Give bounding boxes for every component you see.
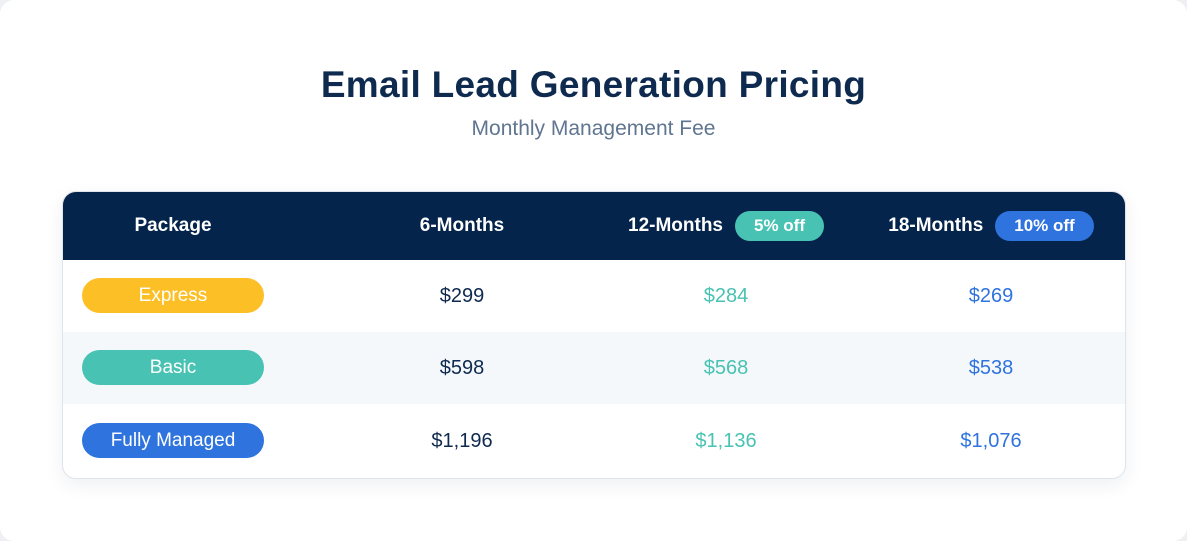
table-row-fully-managed: Fully Managed $1,196 $1,136 $1,076: [63, 405, 1125, 477]
price-6-months: $598: [439, 356, 485, 379]
column-header-12-months: 12-Months 5% off: [596, 192, 856, 260]
page-title: Email Lead Generation Pricing: [320, 64, 867, 105]
discount-badge-10: 10% off: [995, 211, 1094, 241]
price-18-months: $1,076: [960, 429, 1022, 452]
table-row-basic: Basic $598 $568 $538: [63, 332, 1125, 404]
package-badge-basic: Basic: [82, 350, 264, 385]
column-header-6-months: 6-Months: [362, 192, 562, 260]
column-header-18-months: 18-Months 10% off: [861, 192, 1121, 260]
price-12-months: $568: [703, 356, 749, 379]
discount-badge-5: 5% off: [735, 211, 824, 241]
table-header: Package 6-Months 12-Months 5% off 18-Mon…: [63, 192, 1125, 260]
package-badge-express: Express: [82, 278, 264, 313]
price-18-months: $538: [968, 356, 1014, 379]
column-header-package: Package: [83, 192, 263, 260]
table-row-express: Express $299 $284 $269: [63, 260, 1125, 332]
pricing-table: Package 6-Months 12-Months 5% off 18-Mon…: [62, 191, 1126, 479]
price-18-months: $269: [968, 284, 1014, 307]
column-header-label: 18-Months: [888, 215, 984, 236]
price-6-months: $299: [439, 284, 485, 307]
price-12-months: $284: [703, 284, 749, 307]
price-12-months: $1,136: [695, 429, 757, 452]
column-header-label: 6-Months: [419, 215, 505, 236]
price-6-months: $1,196: [431, 429, 493, 452]
page-subtitle: Monthly Management Fee: [471, 117, 716, 140]
package-badge-fully-managed: Fully Managed: [82, 423, 264, 458]
column-header-label: 12-Months: [628, 215, 723, 236]
column-header-label: Package: [134, 215, 212, 236]
